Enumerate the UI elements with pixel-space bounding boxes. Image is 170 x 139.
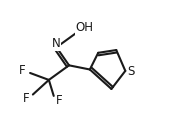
- Text: F: F: [19, 64, 26, 77]
- Text: OH: OH: [75, 21, 93, 34]
- Text: N: N: [52, 37, 60, 50]
- Text: F: F: [56, 94, 62, 107]
- Text: S: S: [127, 65, 134, 78]
- Text: F: F: [23, 92, 29, 105]
